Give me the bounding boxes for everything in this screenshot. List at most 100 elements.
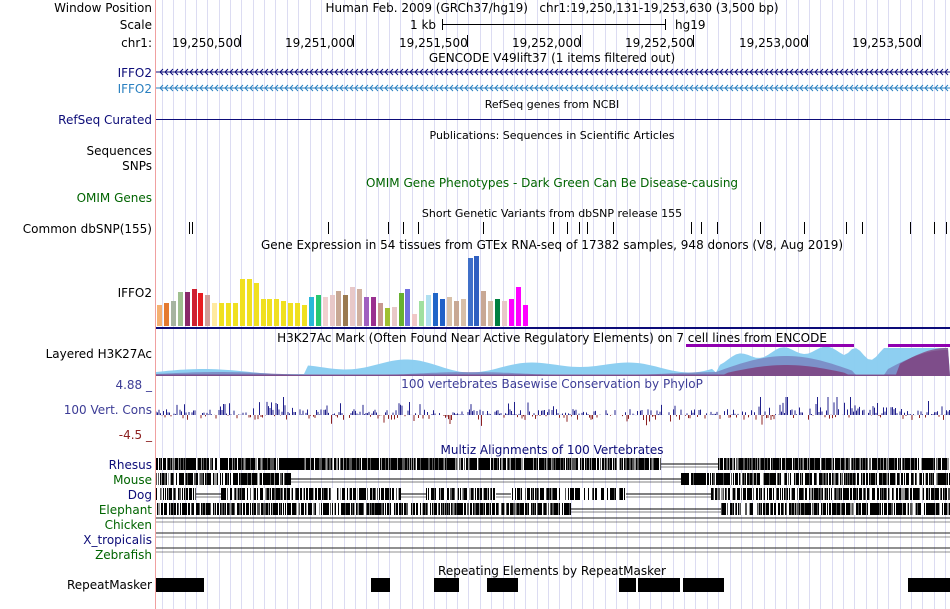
gtex-tissue-bar[interactable] [391, 307, 397, 326]
gtex-tissue-bar[interactable] [177, 292, 183, 326]
snp-variant[interactable] [328, 222, 329, 234]
snp-variant[interactable] [862, 222, 863, 234]
species-label-rhesus[interactable]: Rhesus [108, 458, 152, 472]
repeatmasker-label[interactable]: RepeatMasker [66, 578, 152, 592]
gencode-gene-label-1[interactable]: IFFO2 [117, 66, 152, 80]
gtex-tissue-bar[interactable] [219, 303, 225, 326]
snp-variant[interactable] [388, 222, 389, 234]
snp-variant[interactable] [760, 222, 761, 234]
snp-variant[interactable] [946, 222, 947, 234]
multiz-row-xtropicalis[interactable] [156, 532, 950, 538]
species-label-zebrafish[interactable]: Zebrafish [95, 548, 152, 562]
refseq-label[interactable]: RefSeq Curated [58, 113, 152, 127]
species-label-dog[interactable]: Dog [127, 488, 152, 502]
gtex-tissue-bar[interactable] [370, 297, 376, 326]
species-label-chicken[interactable]: Chicken [104, 518, 152, 532]
snp-variant[interactable] [587, 222, 588, 234]
gtex-tissue-bar[interactable] [474, 256, 480, 326]
gtex-tissue-bar[interactable] [163, 303, 169, 326]
gtex-expression-bars[interactable] [156, 252, 950, 326]
gencode-transcript-1[interactable] [156, 68, 950, 76]
snp-variant[interactable] [483, 222, 484, 234]
gtex-tissue-bar[interactable] [239, 279, 245, 326]
track-image-area[interactable]: Human Feb. 2009 (GRCh37/hg19) chr1:19,25… [156, 0, 950, 609]
multiz-alignments[interactable] [156, 456, 950, 566]
gtex-tissue-bar[interactable] [329, 295, 335, 326]
gtex-tissue-bar[interactable] [274, 299, 280, 326]
sequences-label[interactable]: Sequences [86, 144, 152, 158]
gtex-tissue-bar[interactable] [184, 292, 190, 326]
multiz-row-zebrafish[interactable] [156, 547, 950, 553]
gtex-tissue-bar[interactable] [439, 299, 445, 326]
gtex-tissue-bar[interactable] [267, 299, 273, 326]
snp-variant[interactable] [189, 222, 190, 234]
gtex-tissue-bar[interactable] [412, 314, 418, 326]
gtex-tissue-bar[interactable] [205, 295, 211, 326]
h3k27ac-peak-bar[interactable] [888, 344, 950, 347]
snp-variant[interactable] [701, 222, 702, 234]
gtex-gene-label[interactable]: IFFO2 [117, 286, 152, 300]
gtex-tissue-bar[interactable] [322, 297, 328, 326]
gtex-tissue-bar[interactable] [308, 297, 314, 326]
snp-variant[interactable] [613, 222, 614, 234]
species-label-elephant[interactable]: Elephant [98, 503, 152, 517]
gtex-tissue-bar[interactable] [426, 295, 432, 326]
gtex-tissue-bar[interactable] [288, 303, 294, 326]
gtex-tissue-bar[interactable] [253, 283, 259, 326]
snp-variant[interactable] [691, 222, 692, 234]
snp-variant[interactable] [934, 222, 935, 234]
conservation-wiggle[interactable] [156, 395, 950, 435]
dbsnp-label[interactable]: Common dbSNP(155) [22, 222, 152, 236]
gencode-gene-label-2[interactable]: IFFO2 [117, 82, 152, 96]
omim-label[interactable]: OMIM Genes [76, 191, 152, 205]
species-label-mouse[interactable]: Mouse [113, 473, 152, 487]
refseq-gene-line[interactable] [156, 119, 950, 120]
gtex-tissue-bar[interactable] [460, 299, 466, 326]
gtex-tissue-bar[interactable] [315, 295, 321, 326]
repeat-element[interactable] [638, 578, 680, 592]
gtex-tissue-bar[interactable] [198, 293, 204, 326]
cons-name-label[interactable]: 100 Vert. Cons [63, 403, 152, 417]
gtex-tissue-bar[interactable] [488, 301, 494, 326]
gtex-tissue-bar[interactable] [232, 303, 238, 326]
gtex-tissue-bar[interactable] [419, 301, 425, 326]
gtex-tissue-bar[interactable] [246, 279, 252, 326]
snp-variant[interactable] [418, 222, 419, 234]
snp-variant[interactable] [579, 222, 580, 234]
species-label-xtropicalis[interactable]: X_tropicalis [83, 533, 152, 547]
snp-variant[interactable] [553, 222, 554, 234]
gtex-tissue-bar[interactable] [295, 303, 300, 326]
gtex-tissue-bar[interactable] [343, 295, 349, 326]
repeat-element[interactable] [619, 578, 636, 592]
snp-variant[interactable] [846, 222, 847, 234]
h3k27ac-layer-dark[interactable] [156, 348, 950, 376]
gtex-tissue-bar[interactable] [384, 308, 390, 326]
repeat-element[interactable] [683, 578, 724, 592]
gtex-tissue-bar[interactable] [508, 299, 514, 326]
gtex-tissue-bar[interactable] [495, 299, 501, 326]
multiz-row-dog[interactable] [156, 488, 950, 500]
gtex-tissue-bar[interactable] [226, 303, 231, 326]
multiz-row-chicken[interactable] [156, 517, 950, 523]
snp-variant[interactable] [910, 222, 911, 234]
gtex-tissue-bar[interactable] [281, 301, 287, 326]
gtex-tissue-bar[interactable] [467, 258, 473, 326]
snp-variant[interactable] [567, 222, 568, 234]
gtex-tissue-bar[interactable] [502, 301, 507, 326]
gtex-tissue-bar[interactable] [433, 293, 438, 326]
h3k27ac-peak-bar[interactable] [686, 344, 854, 347]
repeat-element[interactable] [156, 578, 204, 592]
gencode-transcript-2[interactable] [156, 84, 950, 92]
multiz-row-rhesus[interactable] [156, 458, 950, 470]
gtex-tissue-bar[interactable] [481, 291, 487, 326]
multiz-row-elephant[interactable] [156, 503, 950, 515]
gtex-tissue-bar[interactable] [357, 289, 363, 326]
gtex-tissue-bar[interactable] [301, 305, 307, 326]
gtex-tissue-bar[interactable] [364, 297, 369, 326]
snps-label[interactable]: SNPs [122, 159, 152, 173]
h3k27ac-signal[interactable] [156, 344, 950, 376]
gtex-tissue-bar[interactable] [191, 289, 197, 326]
gtex-tissue-bar[interactable] [453, 301, 459, 326]
gtex-tissue-bar[interactable] [522, 305, 528, 326]
snp-variant[interactable] [804, 222, 805, 234]
